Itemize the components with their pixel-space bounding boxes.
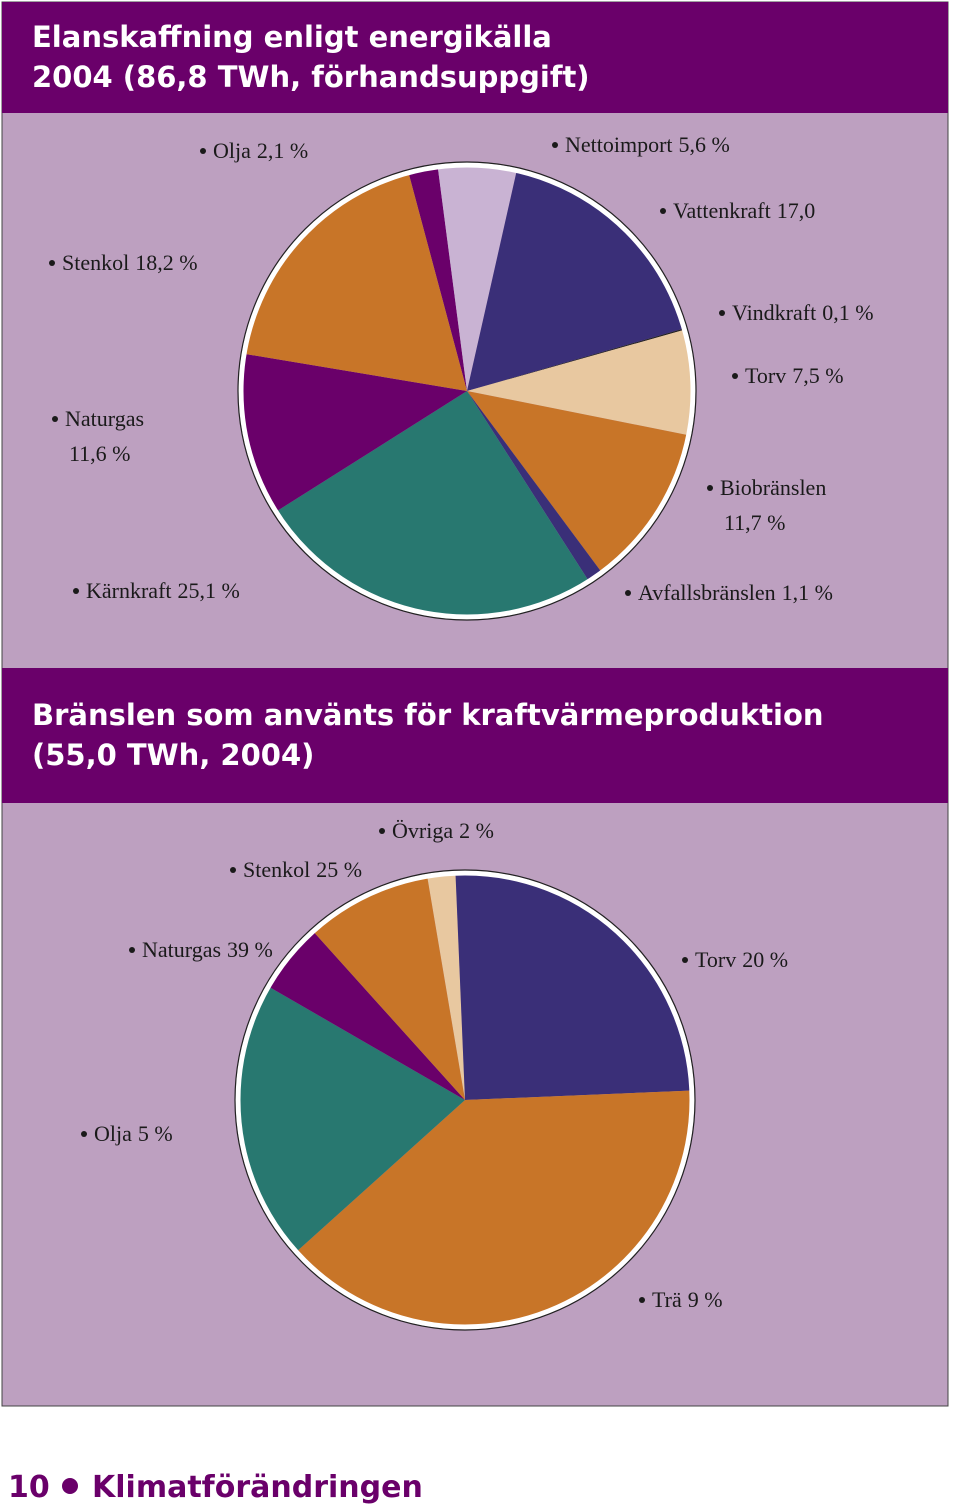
pie-slice (270, 932, 465, 1100)
data-label: Kärnkraft 25,1 % (86, 578, 240, 603)
pie-outline (237, 161, 697, 621)
bullet (719, 310, 725, 316)
category-label: Kärnkraft (86, 578, 172, 603)
pie-slice (437, 167, 517, 391)
title-line: Elanskaffning enligt energikälla (32, 20, 552, 54)
value-label: 25 % (316, 857, 362, 882)
data-label: Avfallsbränslen 1,1 % (638, 580, 833, 605)
category-label: Olja (213, 138, 251, 163)
bullet (62, 1478, 78, 1494)
footer-title: Klimatförändringen (92, 1470, 423, 1505)
category-label: Stenkol (62, 250, 129, 275)
value-label: 2,1 % (257, 138, 308, 163)
pie-slice (243, 354, 467, 511)
pie-slice (467, 391, 601, 580)
chart-title: Bränslen som använts för kraftvärmeprodu… (32, 698, 824, 772)
data-label: Olja 2,1 % (213, 138, 308, 163)
pie-outline (234, 869, 696, 1331)
title-line: 2004 (86,8 TWh, förhandsuppgift) (32, 60, 590, 94)
data-label: Torv 7,5 % (745, 363, 844, 388)
bullet (230, 867, 236, 873)
data-label: Naturgas 11,6 % (65, 406, 144, 466)
bullet (200, 148, 206, 154)
title-line: (55,0 TWh, 2004) (32, 738, 314, 772)
value-label: 7,5 % (792, 363, 843, 388)
chart-title: Elanskaffning enligt energikälla 2004 (86… (32, 20, 590, 94)
category-label: Avfallsbränslen (638, 580, 776, 605)
bullet (639, 1297, 645, 1303)
value-label: 11,7 % (724, 510, 786, 535)
value-label: 5 % (138, 1121, 173, 1146)
value-label: 17,0 (777, 198, 816, 223)
title-line: Bränslen som använts för kraftvärmeprodu… (32, 698, 824, 732)
value-label: 0,1 % (822, 300, 873, 325)
data-label: Naturgas 39 % (142, 937, 273, 962)
bullet (129, 947, 135, 953)
pie-slice (467, 172, 683, 391)
value-label: 18,2 % (135, 250, 197, 275)
value-label: 11,6 % (69, 441, 131, 466)
category-label: Nettoimport (565, 132, 673, 157)
data-label: Övriga 2 % (392, 818, 494, 843)
bullet (379, 828, 385, 834)
value-label: 2 % (459, 818, 494, 843)
category-label: Övriga (392, 818, 453, 843)
data-label: Vindkraft 0,1 % (732, 300, 874, 325)
pie-slice (297, 1090, 690, 1326)
bullet (49, 260, 55, 266)
pie-slice (467, 330, 692, 435)
pie-outline (235, 870, 695, 1330)
data-label: Trä 9 % (652, 1287, 723, 1312)
value-label: 25,1 % (178, 578, 240, 603)
bullet (552, 142, 558, 148)
data-label: Nettoimport 5,6 % (565, 132, 730, 157)
category-label: Olja (94, 1121, 132, 1146)
category-label: Trä (652, 1287, 682, 1312)
data-label: Vattenkraft 17,0 (673, 198, 815, 223)
bullet (682, 957, 688, 963)
value-label: 20 % (742, 947, 788, 972)
category-label: Biobränslen (720, 475, 826, 500)
pie-outline (238, 162, 696, 620)
pie-slice (246, 174, 467, 391)
category-label: Vindkraft (732, 300, 816, 325)
bullet (52, 416, 58, 422)
bullet (81, 1131, 87, 1137)
bullet (660, 208, 666, 214)
pie-slice (467, 328, 683, 391)
pie-slice (409, 168, 467, 391)
header-bar (2, 2, 948, 113)
value-label: 39 % (227, 937, 273, 962)
data-label: Stenkol 18,2 % (62, 250, 198, 275)
pie-slice (277, 391, 588, 616)
data-label: Biobränslen 11,7 % (720, 475, 826, 535)
pie-slice (455, 875, 690, 1100)
pie-slice (467, 391, 687, 571)
data-label: Torv 20 % (695, 947, 788, 972)
category-label: Stenkol (243, 857, 310, 882)
category-label: Naturgas (142, 937, 221, 962)
value-label: 9 % (688, 1287, 723, 1312)
value-label: 1,1 % (782, 580, 833, 605)
data-label: Stenkol 25 % (243, 857, 362, 882)
category-label: Vattenkraft (673, 198, 771, 223)
category-label: Torv (695, 947, 736, 972)
bullet (732, 373, 738, 379)
data-label: Olja 5 % (94, 1121, 173, 1146)
bullet (707, 485, 713, 491)
category-label: Torv (745, 363, 786, 388)
value-label: 5,6 % (679, 132, 730, 157)
pie-slice (427, 875, 465, 1100)
pie-slice (314, 878, 465, 1100)
category-label: Naturgas (65, 406, 144, 431)
page-number: 10 (8, 1470, 50, 1505)
pie-slice (239, 987, 465, 1251)
header-bar (2, 668, 948, 803)
bullet (73, 588, 79, 594)
bullet (625, 590, 631, 596)
